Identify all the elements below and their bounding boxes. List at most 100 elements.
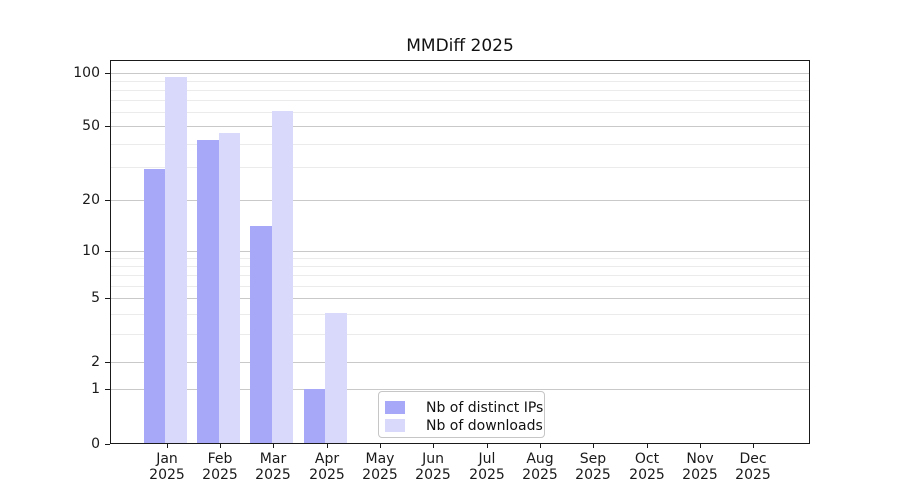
x-tick-year: 2025 [255,467,291,483]
bar-distinct-ips [143,169,166,443]
legend-label: Nb of distinct IPs [426,399,544,416]
x-tick-mark [593,444,594,448]
x-tick-month: Jun [422,451,444,467]
x-tick-month: Oct [634,451,660,467]
x-tick-year: 2025 [202,467,238,483]
minor-gridline [111,90,809,91]
y-tick-mark [105,200,110,201]
bar-downloads [218,133,240,443]
minor-gridline [111,314,809,315]
x-tick-label: Oct 2025 [617,451,677,483]
x-tick-year: 2025 [362,467,398,483]
x-tick-month: May [365,451,395,467]
minor-gridline [111,334,809,335]
legend-entry: Nb of distinct IPs [385,399,544,416]
legend-swatch-downloads [385,419,405,432]
x-tick-label: Feb 2025 [190,451,250,483]
legend-label: Nb of downloads [426,417,543,434]
legend-swatch-distinct-ips [385,401,405,414]
minor-gridline [111,144,809,145]
x-tick-label: Aug 2025 [510,451,570,483]
x-tick-month: Jul [478,451,496,467]
bar-downloads [325,313,347,443]
x-tick-year: 2025 [469,467,505,483]
y-tick-label: 100 [73,65,100,81]
major-gridline [111,251,809,252]
minor-gridline [111,258,809,259]
y-tick-mark [105,298,110,299]
x-tick-label: Nov 2025 [670,451,730,483]
y-tick-label: 0 [91,436,100,452]
y-tick-label: 2 [91,354,100,370]
x-tick-month: Feb [207,451,233,467]
x-tick-mark [487,444,488,448]
x-tick-year: 2025 [629,467,665,483]
y-tick-mark [105,362,110,363]
y-tick-label: 50 [82,118,100,134]
bar-downloads [271,111,294,443]
x-tick-month: Apr [314,451,340,467]
x-tick-mark [647,444,648,448]
minor-gridline [111,275,809,276]
x-tick-mark [540,444,541,448]
bar-downloads [165,77,187,443]
bar-distinct-ips [303,389,326,443]
x-tick-mark [380,444,381,448]
major-gridline [111,73,809,74]
x-tick-year: 2025 [522,467,558,483]
x-tick-label: Jul 2025 [457,451,517,483]
x-tick-year: 2025 [149,467,185,483]
x-tick-year: 2025 [682,467,718,483]
major-gridline [111,298,809,299]
x-tick-mark [273,444,274,448]
chart-title: MMDiff 2025 [406,36,514,56]
major-gridline [111,126,809,127]
x-tick-label: Jun 2025 [403,451,463,483]
y-tick-mark [105,251,110,252]
x-tick-month: Nov [686,451,714,467]
y-tick-label: 20 [82,192,100,208]
major-gridline [111,200,809,201]
y-tick-mark [105,444,110,445]
y-tick-label: 1 [91,381,100,397]
x-tick-label: May 2025 [350,451,410,483]
x-tick-year: 2025 [415,467,451,483]
x-tick-label: Jan 2025 [137,451,197,483]
x-tick-year: 2025 [735,467,771,483]
minor-gridline [111,266,809,267]
x-tick-label: Sep 2025 [563,451,623,483]
x-tick-mark [753,444,754,448]
x-tick-mark [220,444,221,448]
minor-gridline [111,286,809,287]
minor-gridline [111,167,809,168]
x-tick-mark [433,444,434,448]
legend: Nb of distinct IPs Nb of downloads [378,391,545,438]
x-tick-year: 2025 [575,467,611,483]
major-gridline [111,362,809,363]
plot-area [110,60,810,444]
major-gridline [111,389,809,390]
x-tick-month: Dec [739,451,767,467]
minor-gridline [111,100,809,101]
x-tick-month: Aug [526,451,554,467]
bar-distinct-ips [197,140,219,443]
x-tick-label: Dec 2025 [723,451,783,483]
y-tick-mark [105,73,110,74]
y-tick-label: 10 [82,243,100,259]
x-tick-mark [327,444,328,448]
y-tick-mark [105,389,110,390]
x-tick-year: 2025 [309,467,345,483]
x-tick-month: Mar [259,451,287,467]
x-tick-mark [700,444,701,448]
legend-entry: Nb of downloads [385,417,544,434]
bar-distinct-ips [250,226,272,443]
y-tick-label: 5 [91,290,100,306]
x-tick-label: Apr 2025 [297,451,357,483]
x-tick-label: Mar 2025 [243,451,303,483]
minor-gridline [111,81,809,82]
x-tick-month: Sep [579,451,607,467]
x-tick-mark [167,444,168,448]
minor-gridline [111,112,809,113]
x-tick-month: Jan [156,451,178,467]
